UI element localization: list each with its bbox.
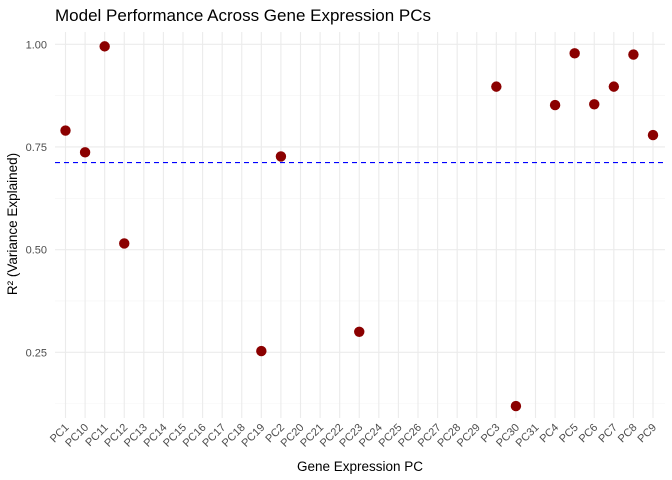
data-point <box>354 326 365 337</box>
data-point <box>589 99 600 110</box>
x-tick-label: PC9 <box>635 422 659 446</box>
data-points <box>60 41 659 412</box>
data-point <box>569 48 580 59</box>
y-tick-label: 0.75 <box>26 142 47 154</box>
data-point <box>549 99 561 111</box>
data-point <box>119 238 130 249</box>
data-point <box>79 147 91 158</box>
data-point <box>628 49 639 60</box>
x-tick-label: PC5 <box>557 422 581 446</box>
y-tick-label: 0.25 <box>26 347 47 359</box>
data-point <box>256 345 267 357</box>
x-axis-title: Gene Expression PC <box>297 459 423 474</box>
data-point <box>510 400 522 412</box>
data-point <box>647 129 659 141</box>
data-point <box>608 81 620 92</box>
data-point <box>99 41 110 52</box>
x-tick-label: PC6 <box>577 422 601 446</box>
y-axis-ticks: 0.25 0.50 0.75 1.00 <box>26 39 47 359</box>
x-tick-label: PC8 <box>616 422 640 446</box>
chart-title: Model Performance Across Gene Expression… <box>55 6 431 25</box>
y-tick-label: 1.00 <box>26 39 47 51</box>
y-axis-title: R² (Variance Explained) <box>5 153 20 295</box>
x-tick-label: PC7 <box>596 422 620 446</box>
grid <box>55 32 665 418</box>
data-point <box>491 81 502 92</box>
x-tick-label: PC4 <box>538 422 562 446</box>
data-point <box>275 151 287 162</box>
y-tick-label: 0.50 <box>26 245 47 257</box>
x-axis-ticks: PC1PC10PC11PC12PC13PC14PC15PC16PC17PC18P… <box>48 422 659 450</box>
data-point <box>60 125 71 136</box>
